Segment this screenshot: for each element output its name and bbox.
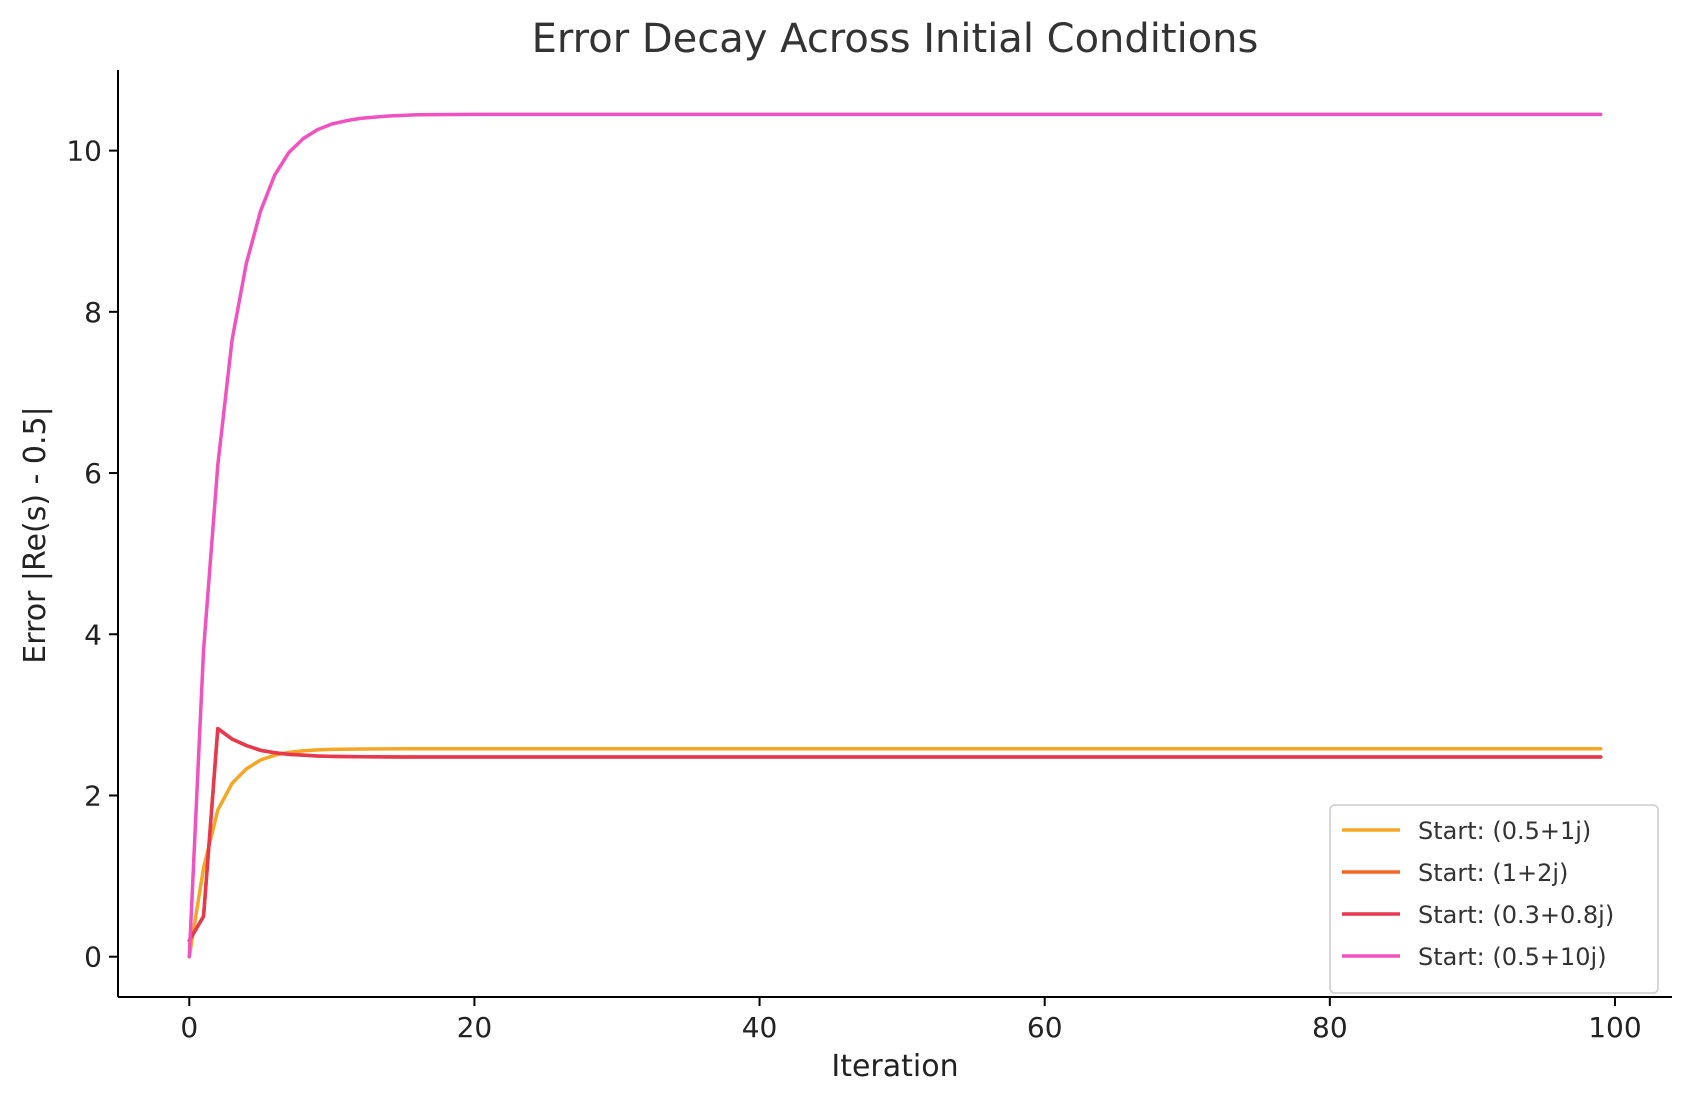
chart-title: Error Decay Across Initial Conditions [532,16,1259,62]
series-layer [187,112,1603,959]
legend: Start: (0.5+1j) Start: (1+2j) Start: (0.3+… [1329,804,1659,994]
x-tick-label: 100 [1588,1011,1641,1044]
legend-label-4: Start: (0.5+10j) [1418,943,1607,971]
x-tick-label: 80 [1312,1011,1348,1044]
series-line-3 [187,726,1603,943]
y-tick-label: 0 [84,941,102,974]
legend-label-3: Start: (0.3+0.8j) [1418,901,1614,929]
series-line-1 [187,746,1603,959]
legend-label-1: Start: (0.5+1j) [1418,817,1591,845]
y-tick-label: 6 [84,457,102,490]
x-tick-label: 60 [1027,1011,1063,1044]
legend-label-2: Start: (1+2j) [1418,859,1568,887]
x-axis-label: Iteration [831,1049,958,1084]
x-tick-label: 0 [180,1011,198,1044]
y-tick-label: 2 [84,779,102,812]
x-tick-label: 40 [742,1011,778,1044]
x-tick-label: 20 [457,1011,493,1044]
legend-frame [1329,804,1659,994]
axes-layer: 0 20 40 60 80 100 0 2 4 6 8 10 [66,70,1672,1044]
y-axis-label: Error |Re(s) - 0.5| [18,406,53,663]
y-tick-label: 4 [84,618,102,651]
series-line-4 [187,112,1603,959]
y-tick-label: 10 [66,135,102,168]
y-tick-label: 8 [84,296,102,329]
